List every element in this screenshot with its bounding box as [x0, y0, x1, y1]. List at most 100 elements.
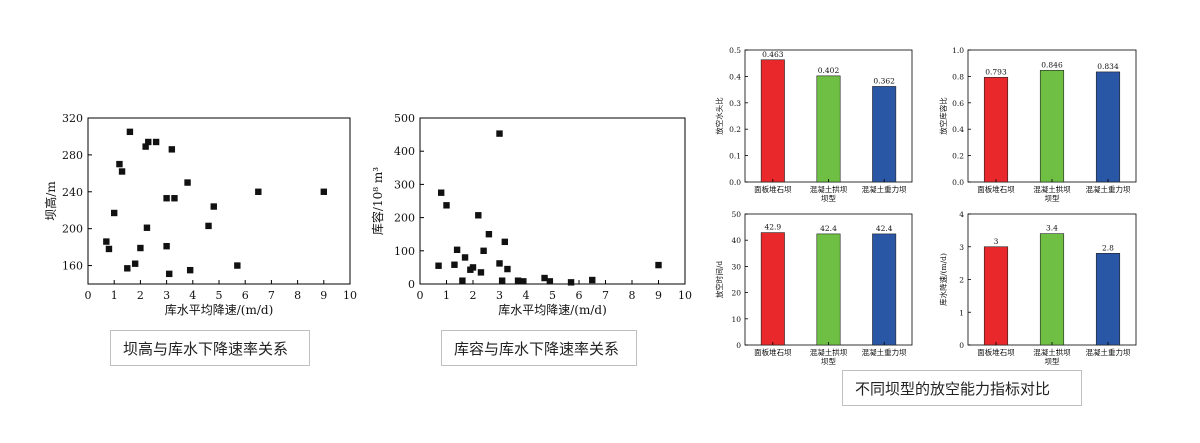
bar-chart-ratio: 0.0 0.1 0.2 0.3 0.4 0.5 0.463 面板堆石坝 0.402 混凝土拱坝 0.… [714, 46, 913, 203]
data-point [205, 222, 212, 230]
y-tick-label: 0 [736, 341, 741, 350]
bar-value-label: 42.9 [764, 223, 781, 232]
caption-bar-comparison: 不同坝型的放空能力指标对比 [842, 370, 1082, 406]
bar [1039, 70, 1065, 183]
category-label: 混凝土重力坝 [862, 347, 907, 357]
x-tick-label: 6 [242, 289, 249, 302]
data-point [504, 265, 511, 273]
x-tick-label: 8 [294, 289, 301, 302]
y-tick-label: 400 [394, 145, 415, 158]
x-tick-label: 0 [85, 289, 92, 302]
category-label: 混凝土拱坝 [810, 184, 848, 194]
data-point [143, 224, 151, 231]
bar-chart-volume: 0.0 0.2 0.4 0.6 0.8 1.0 0.793 面板堆石坝 0.846 混凝土拱坝 0.… [938, 46, 1137, 203]
category-label: 面板堆石坝 [754, 347, 792, 357]
data-point [546, 278, 554, 285]
bar [1039, 233, 1065, 346]
x-tick-label: 9 [655, 289, 662, 302]
data-point [234, 262, 241, 269]
y-tick-label: 0.0 [952, 178, 964, 187]
data-point [163, 195, 170, 202]
data-point [163, 242, 170, 250]
data-point [514, 277, 522, 284]
data-point [480, 247, 487, 254]
y-tick-label: 2 [959, 276, 964, 285]
data-point [116, 160, 123, 168]
data-point [142, 143, 149, 150]
y-tick-label: 0 [408, 278, 415, 291]
y-axis-label: 库容/10⁸ m³ [370, 167, 385, 235]
data-point [168, 146, 176, 153]
y-tick-label: 0.5 [729, 46, 741, 55]
bar [816, 233, 841, 346]
y-tick-label: 0.2 [952, 152, 964, 161]
data-point [438, 189, 445, 196]
x-axis-label: 库水平均降速/(m/d) [165, 302, 274, 317]
x-tick-label: 4 [189, 289, 196, 302]
y-axis-label: 库水降速/(m/d) [938, 253, 948, 306]
data-point [589, 276, 596, 284]
data-point [541, 274, 548, 282]
x-axis-label: 坝型 [1045, 357, 1061, 366]
data-point [103, 238, 110, 245]
y-tick-label: 160 [62, 260, 83, 273]
data-point [485, 231, 493, 238]
y-axis-label: 放空库容比 [938, 97, 948, 135]
data-point [520, 278, 527, 285]
caption-capacity-text: 库容与库水下降速率关系 [454, 339, 620, 358]
y-tick-label: 0 [959, 341, 964, 350]
data-point [496, 130, 503, 137]
y-tick-label: 200 [62, 223, 83, 236]
x-tick-label: 6 [576, 289, 583, 302]
y-tick-label: 0.4 [729, 72, 741, 81]
y-tick-label: 0.6 [952, 99, 964, 108]
category-label: 面板堆石坝 [977, 184, 1015, 194]
plot-frame [419, 117, 686, 285]
bar-value-label: 42.4 [820, 224, 837, 233]
category-label: 混凝土重力坝 [1086, 347, 1131, 357]
x-tick-label: 1 [443, 289, 450, 302]
data-point [126, 128, 134, 136]
data-point [567, 279, 575, 286]
data-point [320, 188, 327, 195]
data-point [459, 277, 466, 284]
bar [816, 75, 841, 183]
bar-value-label: 2.8 [1102, 243, 1114, 252]
y-tick-label: 0.4 [952, 125, 964, 134]
data-point [475, 212, 482, 219]
data-point [166, 270, 173, 278]
x-tick-label: 7 [268, 289, 275, 302]
data-point [210, 203, 217, 210]
y-tick-label: 3 [959, 243, 964, 252]
category-label: 混凝土重力坝 [1086, 184, 1131, 194]
x-tick-label: 3 [163, 289, 170, 302]
bar-value-label: 0.793 [985, 67, 1007, 76]
y-tick-label: 300 [394, 178, 415, 191]
y-tick-label: 500 [394, 112, 415, 125]
x-tick-label: 5 [549, 289, 556, 302]
caption-height-vs-speed: 坝高与库水下降速率关系 [110, 330, 310, 366]
y-tick-label: 4 [959, 210, 964, 219]
data-point [498, 277, 506, 284]
data-point [124, 265, 131, 272]
y-tick-label: 20 [731, 289, 741, 298]
data-point [131, 260, 139, 267]
category-label: 面板堆石坝 [977, 347, 1015, 357]
data-point [443, 202, 450, 209]
bar [760, 232, 785, 346]
y-tick-label: 280 [62, 149, 83, 162]
y-tick-label: 40 [731, 236, 741, 245]
data-point [469, 264, 477, 271]
x-tick-label: 0 [417, 289, 424, 302]
data-point [496, 260, 503, 267]
bar [1095, 253, 1121, 346]
category-label: 混凝土拱坝 [810, 347, 848, 357]
data-point [501, 238, 508, 246]
y-tick-label: 100 [394, 245, 415, 258]
data-point [171, 195, 178, 202]
bar [872, 86, 897, 183]
scatter-chart-height: 0 1 2 3 4 5 6 7 8 9 10 160 200 240 280 320 库水平均降速/(m/d) 坝… [43, 112, 357, 317]
x-tick-label: 8 [629, 289, 636, 302]
data-point [451, 261, 458, 268]
